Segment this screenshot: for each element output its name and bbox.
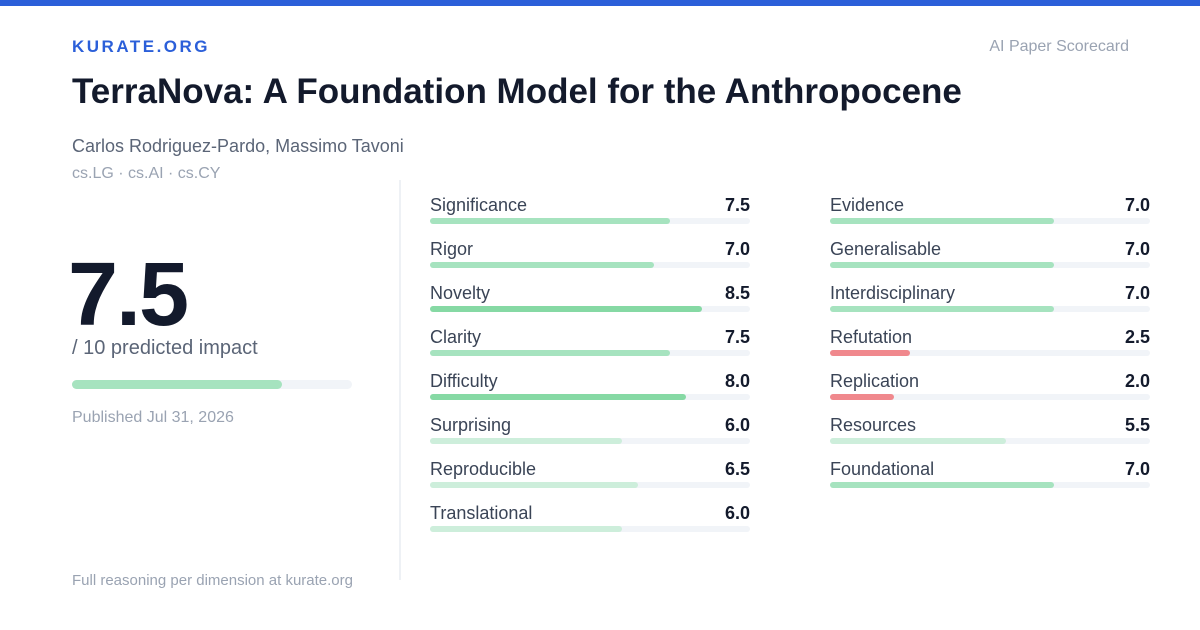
- dimension-name: Significance: [430, 195, 528, 215]
- dimension-track: [430, 262, 750, 268]
- authors: Carlos Rodriguez-Pardo, Massimo Tavoni: [72, 136, 404, 156]
- dimension-score: 7.0: [1124, 459, 1150, 479]
- dimension-bar: [430, 526, 622, 532]
- dimension-bar: [830, 350, 910, 356]
- score-bar: [72, 380, 282, 389]
- score-scale: / 10 predicted impact: [72, 337, 258, 359]
- dimension-track: [830, 482, 1150, 488]
- dimension-name: Novelty: [430, 283, 491, 303]
- dimension-name: Resources: [830, 415, 917, 435]
- dimension-name: Surprising: [430, 415, 512, 435]
- dimension-bar: [430, 262, 654, 268]
- footer: Full reasoning per dimension at kurate.o…: [72, 572, 353, 589]
- title: TerraNova: A Foundation Model for the An…: [72, 72, 962, 111]
- dimension-name: Generalisable: [830, 239, 942, 259]
- dimension-name: Difficulty: [430, 371, 498, 391]
- dimension-bar: [830, 482, 1054, 488]
- dimension-bar: [430, 350, 670, 356]
- dimension-score: 5.5: [1124, 415, 1150, 435]
- dimension-bar: [830, 306, 1054, 312]
- dimension-track: [430, 482, 750, 488]
- dimension-track: [430, 438, 750, 444]
- dimension-track: [430, 350, 750, 356]
- dimension-score: 7.0: [1124, 195, 1150, 215]
- dimension-bar: [830, 394, 894, 400]
- dimension-track: [830, 306, 1150, 312]
- dimension-score: 2.0: [1124, 371, 1150, 391]
- dimension-track: [430, 394, 750, 400]
- dimension-score: 7.5: [724, 195, 750, 215]
- dimension-name: Refutation: [830, 327, 913, 347]
- dimension-name: Evidence: [830, 195, 905, 215]
- dimension-track: [830, 262, 1150, 268]
- score: 7.5: [68, 245, 189, 345]
- dimension-track: [830, 438, 1150, 444]
- dimension-score: 7.5: [724, 327, 750, 347]
- dimension-score: 6.0: [724, 415, 750, 435]
- dimension-name: Rigor: [430, 239, 474, 259]
- dimension-score: 6.0: [724, 503, 750, 523]
- dimension-bar: [430, 306, 702, 312]
- dimension-score: 2.5: [1124, 327, 1150, 347]
- dimension-score: 7.0: [1124, 239, 1150, 259]
- dimension-track: [430, 218, 750, 224]
- dimension-score: 6.5: [724, 459, 750, 479]
- dimension-score: 7.0: [724, 239, 750, 259]
- dimension-track: [830, 350, 1150, 356]
- published: Published Jul 31, 2026: [72, 409, 234, 426]
- dimension-bar: [830, 218, 1054, 224]
- top-stripe: [0, 0, 1200, 6]
- dimension-name: Foundational: [830, 459, 935, 479]
- dimension-name: Clarity: [430, 327, 482, 347]
- dimension-score: 7.0: [1124, 283, 1150, 303]
- dimension-track: [430, 306, 750, 312]
- dimension-name: Reproducible: [430, 459, 537, 479]
- dimension-track: [830, 394, 1150, 400]
- dimension-name: Replication: [830, 371, 920, 391]
- score-track: [72, 380, 352, 389]
- dimension-score: 8.5: [724, 283, 750, 303]
- dimension-bar: [830, 262, 1054, 268]
- dimension-name: Interdisciplinary: [830, 283, 956, 303]
- dimension-bar: [430, 218, 670, 224]
- divider: [399, 180, 401, 580]
- dimension-track: [430, 526, 750, 532]
- dimension-bar: [430, 482, 638, 488]
- dimension-score: 8.0: [724, 371, 750, 391]
- dimension-name: Translational: [430, 503, 533, 523]
- dimension-bar: [430, 394, 686, 400]
- brand: KURATE.ORG: [72, 37, 211, 56]
- tag: AI Paper Scorecard: [989, 38, 1129, 55]
- dimension-bar: [830, 438, 1006, 444]
- categories: cs.LG · cs.AI · cs.CY: [72, 165, 221, 182]
- dimension-bar: [430, 438, 622, 444]
- dimension-track: [830, 218, 1150, 224]
